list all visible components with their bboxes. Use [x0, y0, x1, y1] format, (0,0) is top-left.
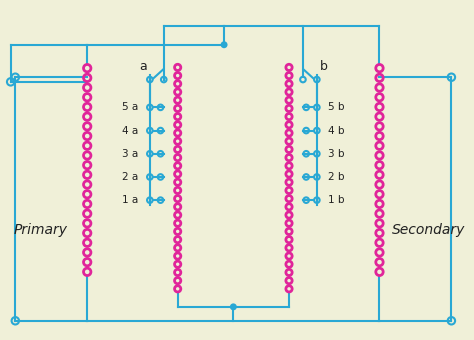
Text: 2 a: 2 a: [122, 172, 138, 182]
Text: 3 a: 3 a: [122, 149, 138, 159]
Circle shape: [220, 41, 228, 48]
Text: 2 b: 2 b: [328, 172, 345, 182]
Text: 3 b: 3 b: [328, 149, 345, 159]
Text: a: a: [139, 59, 147, 72]
Text: Secondary: Secondary: [392, 223, 465, 237]
Text: 4 b: 4 b: [328, 125, 345, 136]
Text: 1 b: 1 b: [328, 195, 345, 205]
Text: Primary: Primary: [14, 223, 68, 237]
Text: 5 a: 5 a: [122, 102, 138, 113]
Text: b: b: [320, 59, 328, 72]
Text: 5 b: 5 b: [328, 102, 345, 113]
Text: 1 a: 1 a: [122, 195, 138, 205]
Text: 4 a: 4 a: [122, 125, 138, 136]
Circle shape: [230, 303, 237, 310]
